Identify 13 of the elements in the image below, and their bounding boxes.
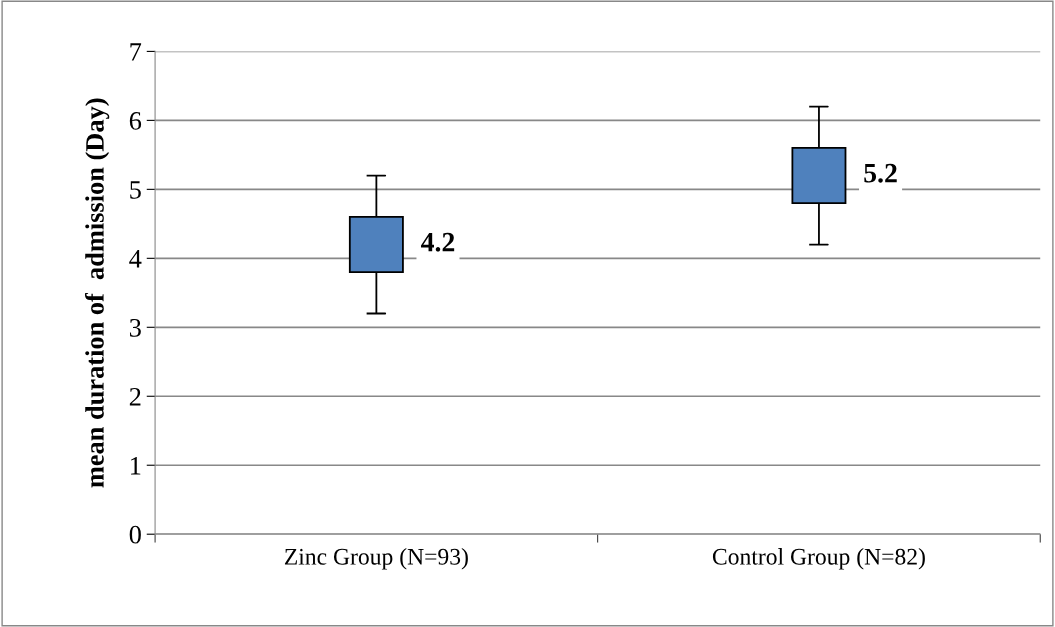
y-tick-label: 7 [130,43,142,61]
y-tick-label: 1 [131,456,141,475]
x-tick-label: Control Group (N=82) [712,548,925,570]
y-tick-label: 5 [130,181,141,199]
y-tick-label: 3 [129,318,141,337]
y-tick-label: 0 [129,525,141,544]
annotation: 5.2 [864,163,897,183]
y-axis-title: mean duration of admission (Day) [84,98,110,488]
y-tick-label: 2 [129,387,141,406]
x-tick-label: Zinc Group (N=93) [284,548,468,570]
annotation: 4.2 [421,232,455,252]
y-tick-label: 6 [129,112,142,130]
y-tick-label: 4 [129,250,142,268]
